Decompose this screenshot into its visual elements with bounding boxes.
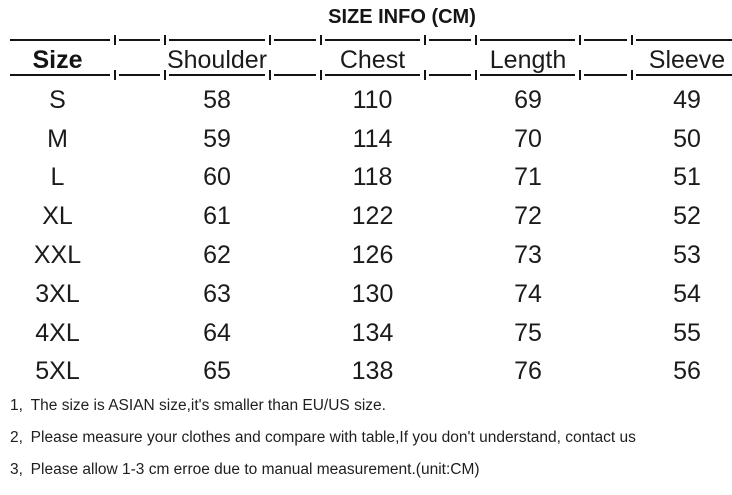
chest-cell: 114	[352, 124, 393, 153]
length-cell: 74	[514, 279, 542, 308]
size-cell: M	[47, 124, 68, 153]
size-table: Size Shoulder Chest Length Sleeve S 58 1…	[0, 39, 732, 391]
column-tick	[316, 35, 325, 45]
sleeve-cell: 56	[673, 357, 701, 386]
size-cell: 3XL	[35, 279, 80, 308]
column-tick	[575, 70, 584, 80]
shoulder-cell: 64	[203, 318, 231, 347]
length-cell: 70	[514, 124, 542, 153]
shoulder-cell: 63	[203, 279, 231, 308]
shoulder-cell: 59	[203, 124, 231, 153]
sleeve-cell: 53	[673, 241, 701, 270]
sleeve-cell: 50	[673, 124, 701, 153]
page-title: SIZE INFO (CM)	[328, 6, 476, 28]
chest-cell: 134	[351, 318, 394, 347]
length-cell: 72	[514, 202, 542, 231]
column-tick	[575, 35, 584, 45]
length-cell: 71	[514, 163, 542, 192]
column-header-sleeve: Sleeve	[648, 45, 726, 74]
column-tick	[420, 70, 429, 80]
footer-notes: 1, The size is ASIAN size,it's smaller t…	[10, 390, 732, 486]
column-tick	[110, 35, 119, 45]
column-tick	[160, 70, 169, 80]
column-tick	[420, 35, 429, 45]
note-line: 1, The size is ASIAN size,it's smaller t…	[10, 397, 386, 414]
chest-cell: 130	[351, 279, 394, 308]
chest-cell: 118	[352, 163, 393, 192]
chest-cell: 122	[351, 202, 394, 231]
column-tick	[265, 35, 274, 45]
column-tick	[110, 70, 119, 80]
length-cell: 75	[514, 318, 542, 347]
sleeve-cell: 54	[673, 279, 701, 308]
column-header-shoulder: Shoulder	[166, 45, 268, 74]
column-tick	[160, 35, 169, 45]
length-cell: 76	[514, 357, 542, 386]
size-cell: L	[50, 163, 65, 192]
size-cell: 5XL	[35, 357, 80, 386]
sleeve-cell: 51	[673, 163, 701, 192]
column-tick	[627, 70, 636, 80]
shoulder-cell: 58	[203, 85, 231, 114]
column-tick	[316, 70, 325, 80]
chest-cell: 110	[352, 85, 393, 114]
shoulder-cell: 61	[203, 202, 231, 231]
shoulder-cell: 60	[203, 163, 231, 192]
chest-cell: 138	[351, 357, 394, 386]
column-tick	[471, 70, 480, 80]
length-cell: 69	[514, 85, 542, 114]
sleeve-cell: 49	[673, 85, 701, 114]
table-rule-header-bottom	[10, 70, 732, 80]
size-cell: 4XL	[35, 318, 80, 347]
column-header-size: Size	[32, 45, 83, 74]
column-tick	[627, 35, 636, 45]
chest-cell: 126	[351, 241, 394, 270]
size-cell: XL	[42, 202, 73, 231]
note-line: 3, Please allow 1-3 cm erroe due to manu…	[10, 461, 480, 478]
shoulder-cell: 62	[203, 241, 231, 270]
size-cell: XXL	[33, 241, 82, 270]
shoulder-cell: 65	[203, 357, 231, 386]
length-cell: 73	[514, 241, 542, 270]
table-rule-top	[10, 35, 732, 45]
size-cell: S	[49, 85, 66, 114]
sleeve-cell: 52	[673, 202, 701, 231]
sleeve-cell: 55	[673, 318, 701, 347]
note-line: 2, Please measure your clothes and compa…	[10, 429, 636, 446]
column-header-length: Length	[489, 45, 567, 74]
column-header-chest: Chest	[339, 45, 406, 74]
column-tick	[471, 35, 480, 45]
column-tick	[265, 70, 274, 80]
